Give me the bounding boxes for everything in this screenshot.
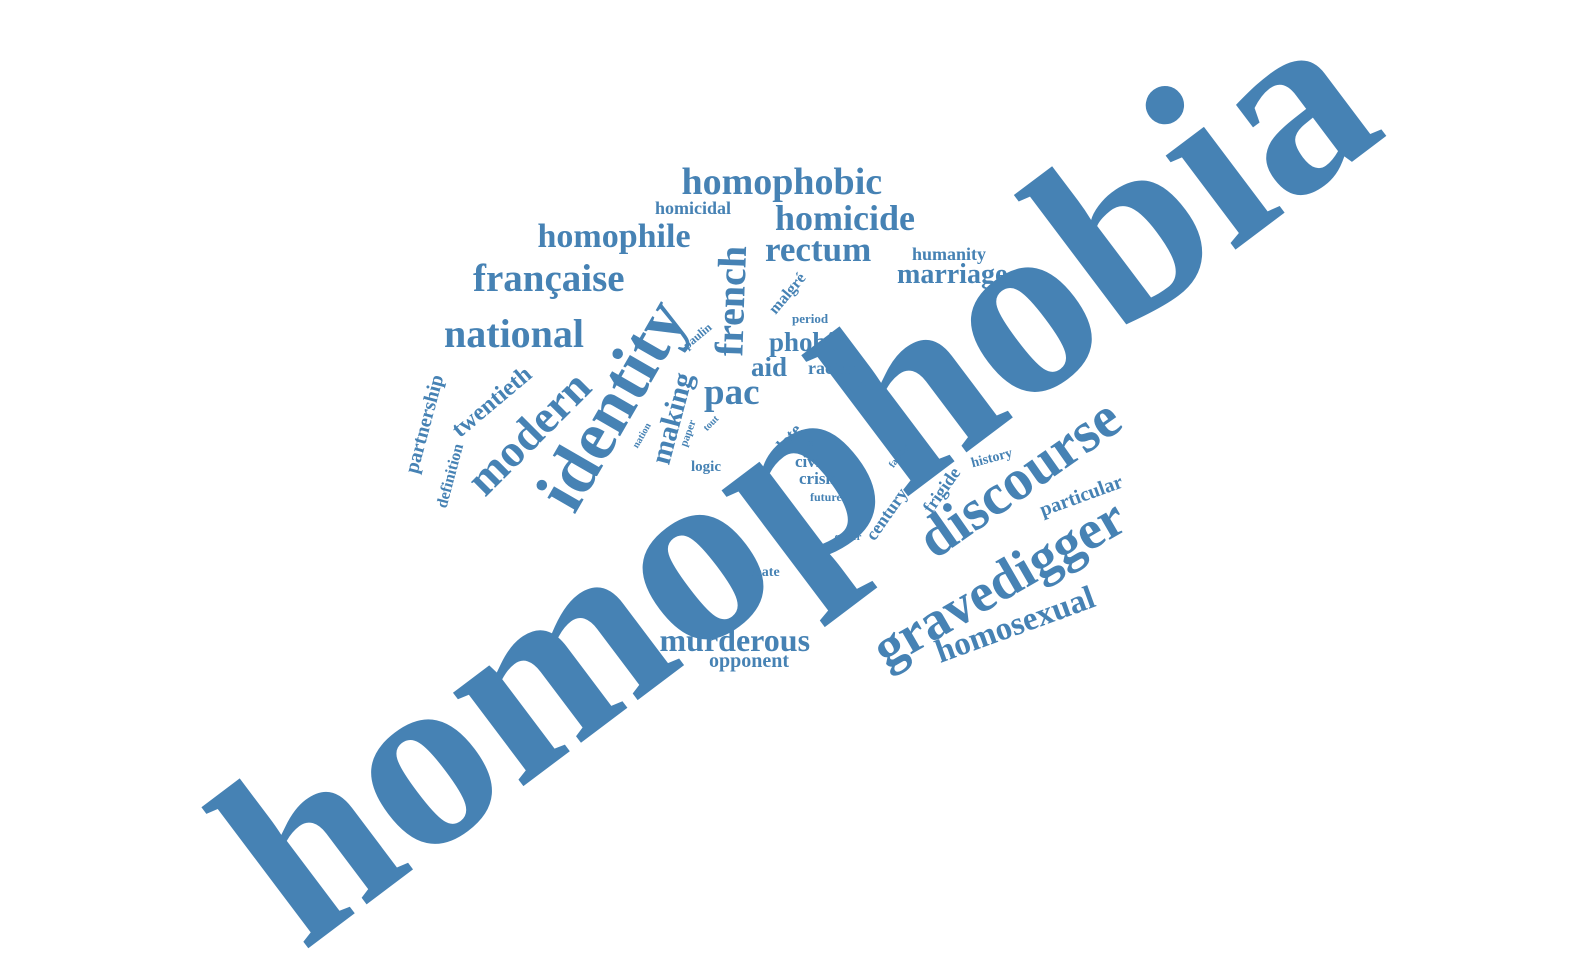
word-phobie: phobie <box>769 326 848 357</box>
word-logic: logic <box>691 458 721 475</box>
word-humanity: humanity <box>912 244 987 264</box>
word-point: point <box>846 379 874 393</box>
word-pac: pac <box>704 371 760 413</box>
word-fear: fear <box>802 438 820 449</box>
word-period: period <box>792 310 829 326</box>
word-homicide: homicide <box>775 198 915 238</box>
word-queer: queer <box>834 530 862 543</box>
word-homophile: homophile <box>537 218 691 255</box>
word-homicidal: homicidal <box>655 198 732 218</box>
word-francaise: française <box>473 256 625 300</box>
word-murderous: murderous <box>659 622 811 658</box>
word-partnership: partnership <box>400 372 448 476</box>
word-opponent: opponent <box>709 650 790 672</box>
word-homophobia: homophobia <box>166 0 1423 973</box>
word-future: future <box>810 490 842 504</box>
word-debate: debate <box>740 565 780 580</box>
word-homophobic: homophobic <box>681 161 883 203</box>
word-national: national <box>444 311 585 356</box>
word-aid: aid <box>751 351 788 382</box>
word-marriage: marriage <box>897 259 1008 290</box>
word-rectum: rectum <box>765 229 872 269</box>
word-crisis: crisis <box>799 468 837 488</box>
word-civil: civil <box>795 451 826 471</box>
word-french: french <box>706 245 756 357</box>
word-racism: racism <box>808 358 860 378</box>
